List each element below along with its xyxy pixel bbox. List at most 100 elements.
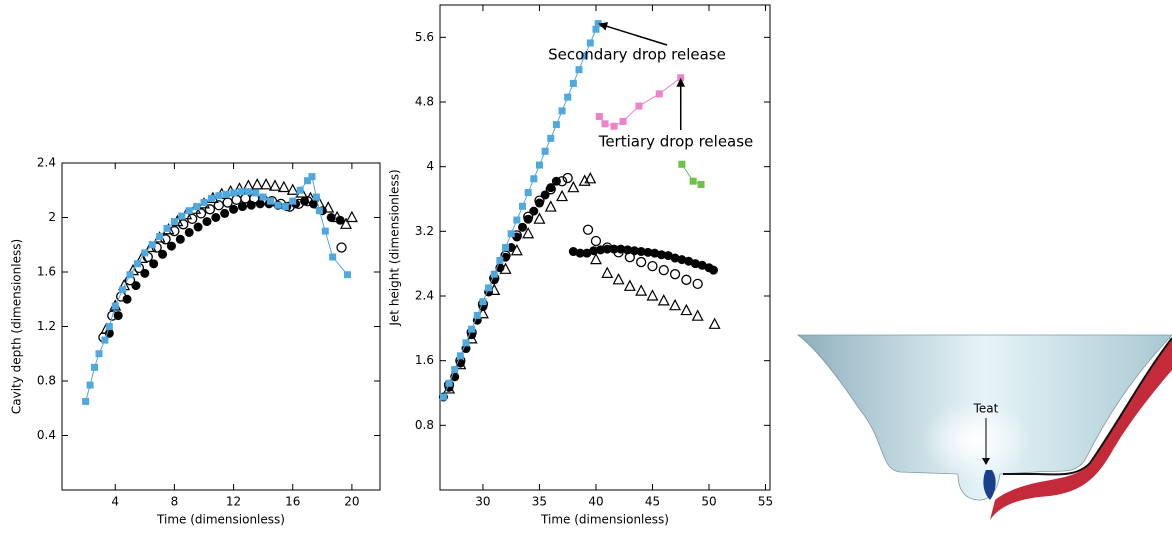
x-tick-label: 35	[532, 495, 547, 509]
open-triangle-marker	[612, 273, 625, 285]
circle-marker	[193, 222, 203, 232]
open-triangle-marker	[135, 251, 148, 263]
circle-marker	[166, 241, 176, 251]
annotation-arrow	[604, 24, 668, 46]
open-triangle-marker	[584, 172, 597, 184]
open-circle-marker	[647, 260, 658, 272]
square-marker	[163, 224, 171, 232]
y-tick-label: 0.8	[37, 374, 56, 388]
teat-arrowhead	[982, 458, 990, 465]
open-triangle-marker	[454, 357, 467, 370]
open-triangle-marker	[708, 317, 721, 329]
square-marker	[439, 393, 447, 401]
square-marker	[586, 39, 594, 47]
red-streak	[990, 338, 1172, 520]
square-marker	[507, 230, 515, 238]
circle-marker	[575, 248, 585, 258]
circle-marker	[697, 260, 707, 270]
square-marker	[592, 25, 600, 33]
open-triangle-marker	[286, 183, 299, 195]
circle-marker	[643, 247, 653, 257]
square-marker	[689, 177, 697, 185]
square-marker	[312, 193, 320, 201]
open-circle-marker	[562, 172, 573, 184]
circle-marker	[670, 253, 680, 263]
circle-marker	[335, 215, 345, 225]
square-marker	[95, 350, 103, 358]
open-triangle-marker	[657, 294, 670, 306]
square-marker	[635, 102, 643, 110]
circle-marker	[582, 248, 592, 258]
square-marker	[119, 286, 127, 294]
square-marker	[215, 192, 223, 200]
square-marker	[610, 122, 618, 130]
circle-marker	[568, 247, 578, 257]
square-marker	[222, 190, 230, 198]
y-tick-label: 0.4	[37, 428, 56, 442]
y-tick-label: 4.8	[415, 95, 434, 109]
chart: 30 35 40 45 50 55 0.8 1.6 2.4 3.2 4 4.8 5.6 Time (dim…	[388, 4, 773, 527]
square-marker	[289, 197, 297, 205]
circle-marker	[122, 294, 132, 304]
x-tick-label: 45	[645, 495, 660, 509]
square-marker	[445, 379, 453, 387]
square-marker	[91, 363, 99, 371]
circle-marker	[158, 249, 168, 259]
square-marker	[185, 207, 193, 215]
open-circle-marker	[240, 193, 251, 204]
square-marker	[496, 256, 504, 264]
circle-marker	[529, 206, 539, 216]
open-triangle-marker	[669, 298, 682, 311]
square-marker	[274, 201, 282, 209]
square-marker	[485, 284, 493, 292]
square-marker	[86, 381, 94, 389]
square-marker	[296, 186, 304, 194]
x-tick-label: 40	[588, 495, 603, 509]
open-circle-marker	[669, 269, 681, 280]
open-triangle-marker	[680, 303, 693, 316]
circle-marker	[518, 222, 527, 232]
square-marker	[468, 325, 476, 333]
x-axis-label: Time (dimensionless)	[540, 513, 669, 527]
y-tick-label: 1.6	[37, 265, 56, 279]
y-tick-label: 5.6	[415, 30, 434, 44]
square-marker	[105, 323, 113, 330]
y-axis-label: Cavity depth (dimensionless)	[10, 239, 24, 414]
square-marker	[490, 270, 498, 278]
square-marker	[321, 227, 329, 235]
annotation-arrowhead	[598, 22, 609, 31]
x-tick-label: 20	[344, 495, 359, 509]
open-circle-marker	[534, 195, 545, 206]
teat-label: Teat	[973, 402, 999, 416]
open-circle-marker	[523, 211, 534, 222]
open-circle-marker	[107, 310, 118, 321]
annotation: Secondary drop release	[548, 46, 726, 64]
x-tick-label: 55	[758, 495, 773, 509]
open-triangle-marker	[345, 210, 358, 223]
circle-marker	[202, 217, 212, 227]
open-triangle-marker	[499, 262, 512, 274]
open-triangle-marker	[339, 217, 352, 229]
open-triangle-marker	[533, 212, 546, 224]
circle-marker	[650, 248, 660, 258]
square-marker	[451, 366, 459, 374]
open-triangle-marker	[623, 279, 636, 291]
open-triangle-marker	[567, 180, 580, 193]
open-circle-marker	[556, 176, 568, 187]
square-marker	[148, 241, 156, 249]
x-tick-label: 8	[171, 495, 179, 509]
circle-marker	[534, 198, 544, 208]
square-marker	[178, 212, 186, 220]
square-marker	[552, 121, 560, 129]
open-triangle-marker	[635, 284, 648, 296]
square-marker	[524, 189, 532, 197]
square-marker	[575, 66, 583, 74]
circle-marker	[636, 247, 646, 257]
square-marker	[569, 79, 577, 87]
open-triangle-marker	[251, 178, 264, 190]
open-triangle-marker	[331, 210, 344, 223]
open-triangle-marker	[465, 332, 478, 344]
annotation-arrowhead	[676, 77, 686, 87]
open-circle-marker	[302, 195, 313, 207]
